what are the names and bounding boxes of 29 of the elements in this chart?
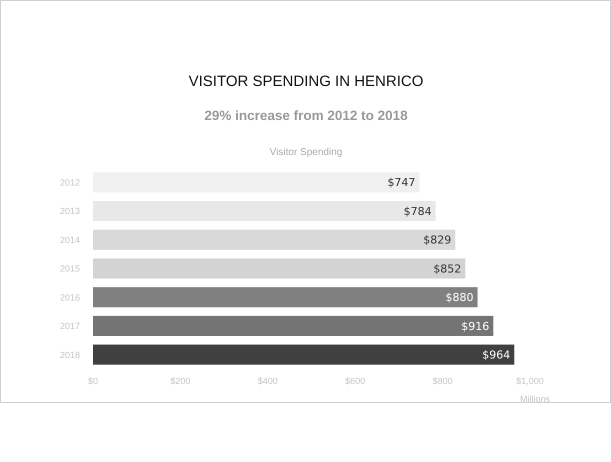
data-label: $916 bbox=[461, 320, 490, 333]
x-tick-label: $400 bbox=[258, 376, 278, 386]
x-tick-label: $0 bbox=[88, 376, 98, 386]
x-tick-label: $200 bbox=[170, 376, 190, 386]
x-tick-label: $600 bbox=[345, 376, 366, 386]
y-tick-label: 2017 bbox=[60, 321, 80, 332]
y-tick-label: 2013 bbox=[60, 206, 80, 216]
bar bbox=[93, 230, 456, 250]
y-tick-label: 2015 bbox=[60, 264, 80, 274]
bar bbox=[93, 258, 466, 279]
chart-title: VISITOR SPENDING IN HENRICO bbox=[188, 73, 424, 90]
chart-subtitle: 29% increase from 2012 to 2018 bbox=[204, 108, 408, 123]
text: Visitor Spending bbox=[270, 147, 342, 158]
y-tick-label: 2012 bbox=[60, 178, 80, 188]
data-label: $747 bbox=[387, 176, 416, 190]
bar bbox=[93, 316, 494, 336]
data-label: $880 bbox=[446, 291, 474, 304]
y-tick-label: 2016 bbox=[60, 292, 80, 302]
bar bbox=[93, 287, 478, 308]
data-label: $784 bbox=[404, 204, 432, 218]
y-tick-label: 2014 bbox=[60, 234, 80, 245]
x-tick-label: $1,000 bbox=[516, 376, 544, 386]
data-label: $829 bbox=[423, 234, 452, 247]
bar bbox=[93, 344, 514, 365]
y-tick-label: 2018 bbox=[60, 350, 80, 360]
x-tick-label: $800 bbox=[432, 376, 453, 386]
data-label: $964 bbox=[482, 348, 510, 362]
x-axis-title: Millions bbox=[520, 394, 550, 404]
data-label: $852 bbox=[433, 262, 462, 276]
